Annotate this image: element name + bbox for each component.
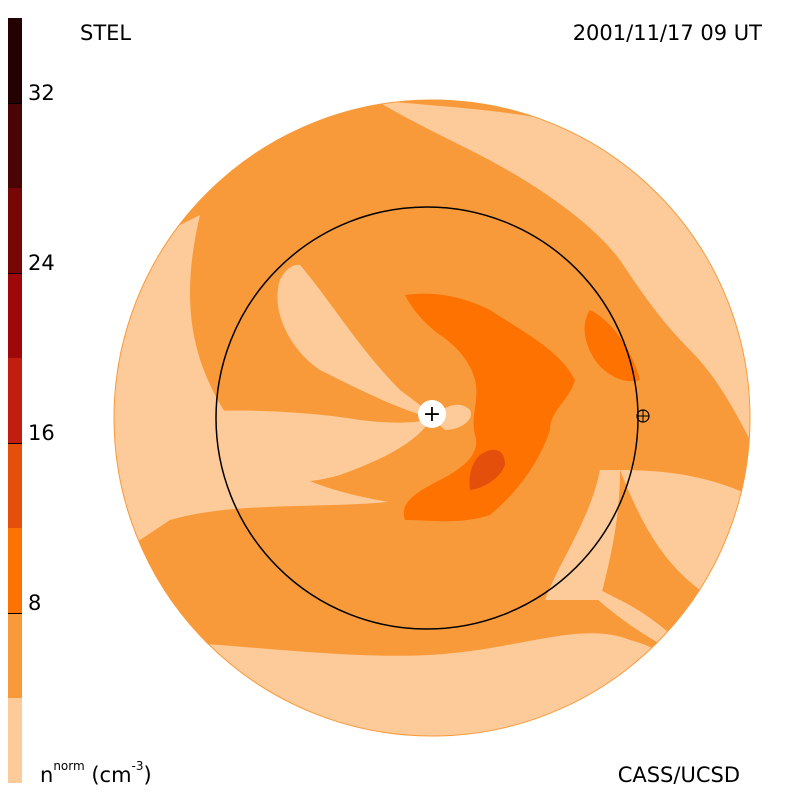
- colorbar-level-1: [8, 613, 22, 698]
- low-density-filament-east: [545, 470, 620, 600]
- colorbar-level-6: [8, 188, 22, 273]
- sun-disk: [418, 400, 446, 428]
- unit-open: (cm: [84, 763, 132, 787]
- unit-superscript: -3: [131, 759, 144, 773]
- colorbar-tick-label: 8: [28, 591, 42, 615]
- colorbar-tick-mark: [8, 273, 22, 274]
- colorbar-level-2: [8, 528, 22, 613]
- units-label: nnorm (cm-3): [40, 760, 152, 787]
- density-contours: [114, 100, 750, 736]
- colorbar-tick-mark: [8, 443, 22, 444]
- colorbar-level-3: [8, 443, 22, 528]
- credit-label: CASS/UCSD: [617, 763, 740, 787]
- density-colorbar: [8, 18, 22, 783]
- colorbar-tick-label: 16: [28, 421, 55, 445]
- quantity-superscript: norm: [53, 759, 85, 773]
- colorbar-level-7: [8, 103, 22, 188]
- high-density-region-east: [584, 310, 640, 382]
- datetime-label: 2001/11/17 09 UT: [572, 21, 762, 45]
- plot-disk-boundary: [113, 99, 751, 737]
- source-label: STEL: [80, 21, 132, 45]
- high-density-region-center: [403, 293, 575, 522]
- spiral-arm-north: [277, 264, 432, 418]
- unit-close: ): [143, 763, 152, 787]
- colorbar-level-4: [8, 358, 22, 443]
- colorbar-tick-label: 32: [28, 81, 55, 105]
- colorbar-level-0: [8, 698, 22, 783]
- colorbar-tick-label: 24: [28, 251, 55, 275]
- quantity-symbol: n: [40, 763, 54, 787]
- peak-density-region: [469, 449, 505, 490]
- sun-marker-icon: +: [423, 402, 441, 427]
- low-density-band-south: [114, 633, 720, 736]
- earth-orbit-circle: [215, 206, 639, 630]
- colorbar-level-5: [8, 273, 22, 358]
- colorbar-tick-mark: [8, 613, 22, 614]
- colorbar-level-8: [8, 18, 22, 103]
- spiral-arm-west: [120, 410, 432, 483]
- colorbar-tick-mark: [8, 103, 22, 104]
